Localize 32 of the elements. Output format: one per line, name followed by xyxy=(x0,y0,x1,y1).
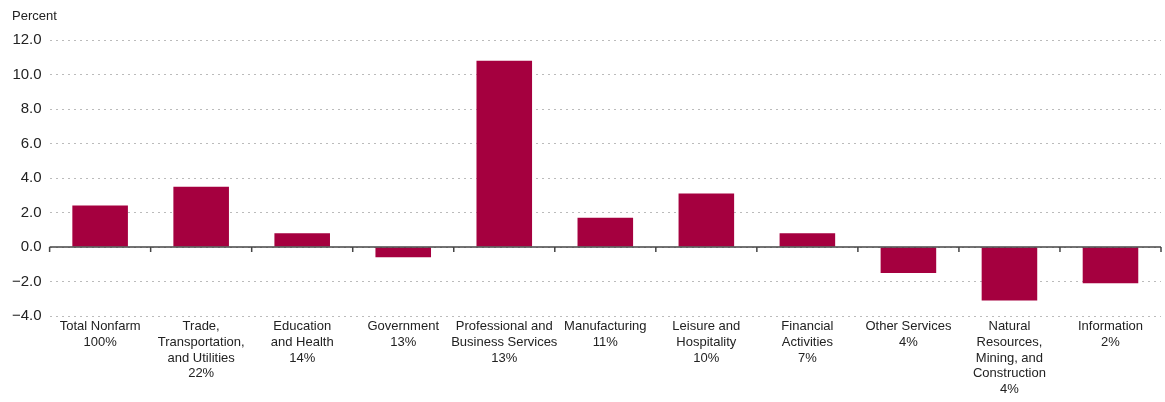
x-tick-label: Government 13% xyxy=(367,318,440,349)
bar xyxy=(375,247,432,258)
x-tick-label: Trade, Transportation, and Utilities 22% xyxy=(157,318,245,381)
x-tick-label: Total Nonfarm 100% xyxy=(59,318,141,349)
y-tick-label: −2.0 xyxy=(11,271,42,289)
x-tick-label: Information 2% xyxy=(1077,318,1144,349)
bar xyxy=(577,217,634,247)
x-tick-label: Leisure and Hospitality 10% xyxy=(672,318,741,365)
bar xyxy=(779,233,836,247)
bar xyxy=(72,205,128,247)
y-tick-label: 4.0 xyxy=(20,168,42,186)
bar xyxy=(880,247,937,273)
y-tick-label: 12.0 xyxy=(12,30,42,48)
x-tick-label: Financial Activities 7% xyxy=(781,318,834,365)
x-tick-label: Professional and Business Services 13% xyxy=(451,318,558,365)
y-tick-label: 10.0 xyxy=(12,64,42,82)
bar xyxy=(173,186,229,247)
bar xyxy=(981,247,1038,301)
y-axis-title: Percent xyxy=(12,8,57,23)
bar xyxy=(678,193,735,247)
y-tick-label: 2.0 xyxy=(20,202,42,220)
y-tick-label: 6.0 xyxy=(20,133,42,151)
bar xyxy=(476,60,533,247)
x-tick-label: Education and Health 14% xyxy=(270,318,334,365)
x-tick-label: Manufacturing 11% xyxy=(564,318,647,349)
bar xyxy=(1082,247,1139,284)
x-tick-label: Natural Resources, Mining, and Construction 4% xyxy=(972,318,1046,396)
x-tick-label: Other Services 4% xyxy=(865,318,952,349)
bar xyxy=(274,233,330,247)
y-tick-label: −4.0 xyxy=(11,306,42,324)
y-tick-label: 0.0 xyxy=(20,237,42,255)
y-tick-label: 8.0 xyxy=(20,99,42,117)
